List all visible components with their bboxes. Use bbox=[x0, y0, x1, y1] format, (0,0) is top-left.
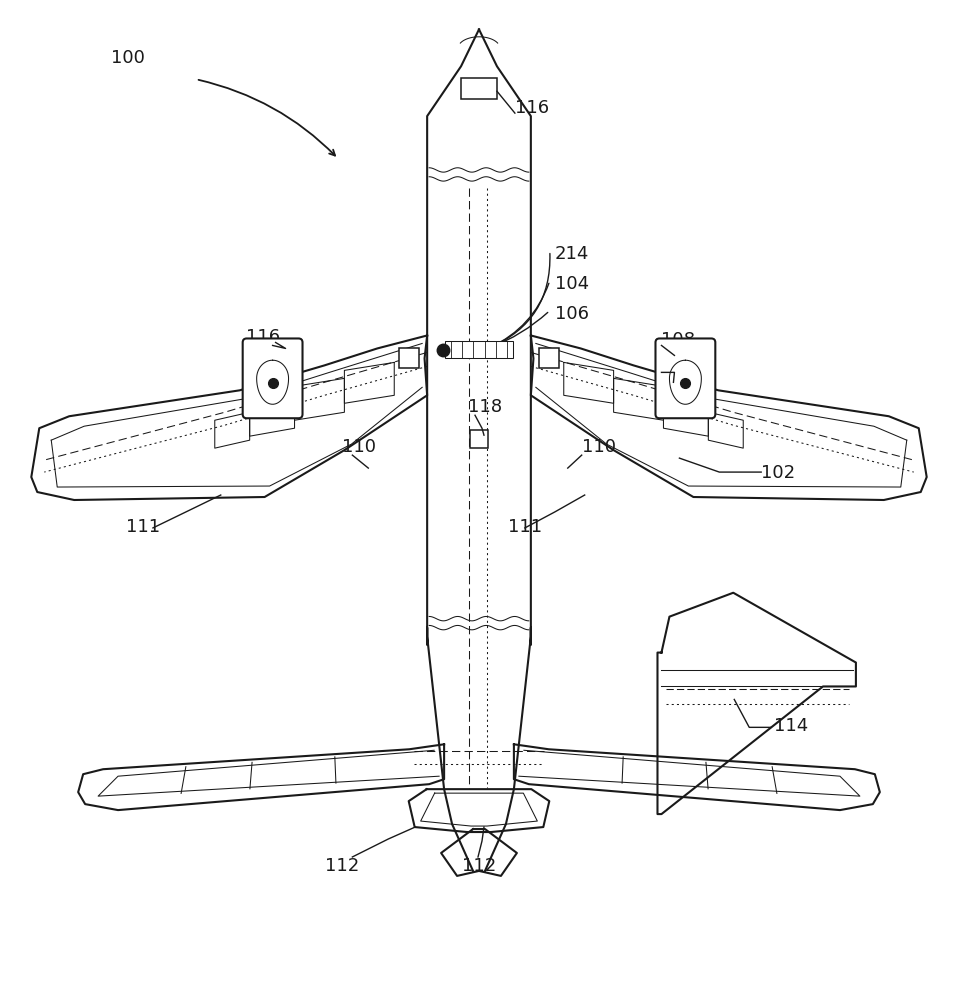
Polygon shape bbox=[531, 335, 926, 500]
Bar bbox=[470, 430, 488, 448]
Text: 110: 110 bbox=[582, 438, 616, 456]
Text: 104: 104 bbox=[554, 275, 589, 293]
Bar bbox=[461, 78, 497, 99]
Text: 100: 100 bbox=[111, 49, 145, 67]
Text: 106: 106 bbox=[554, 305, 589, 323]
Polygon shape bbox=[441, 829, 517, 876]
Text: 214: 214 bbox=[554, 245, 589, 263]
Text: 108: 108 bbox=[662, 331, 695, 349]
FancyBboxPatch shape bbox=[656, 338, 715, 418]
Polygon shape bbox=[79, 744, 444, 810]
Text: 111: 111 bbox=[508, 518, 542, 536]
Polygon shape bbox=[658, 593, 855, 814]
Text: 118: 118 bbox=[468, 398, 503, 416]
Polygon shape bbox=[514, 744, 879, 810]
Polygon shape bbox=[32, 335, 427, 500]
Bar bbox=[539, 348, 559, 368]
Text: 116: 116 bbox=[515, 99, 549, 117]
Text: 114: 114 bbox=[774, 717, 808, 735]
Text: 111: 111 bbox=[126, 518, 160, 536]
Text: 102: 102 bbox=[761, 464, 795, 482]
Polygon shape bbox=[425, 29, 533, 871]
Text: 112: 112 bbox=[462, 857, 497, 875]
Polygon shape bbox=[409, 789, 550, 832]
FancyBboxPatch shape bbox=[243, 338, 302, 418]
Text: 204: 204 bbox=[662, 361, 695, 379]
Text: 116: 116 bbox=[246, 328, 280, 346]
Bar bbox=[399, 348, 419, 368]
Bar bbox=[445, 341, 513, 358]
Text: 112: 112 bbox=[325, 857, 360, 875]
Text: 110: 110 bbox=[342, 438, 376, 456]
